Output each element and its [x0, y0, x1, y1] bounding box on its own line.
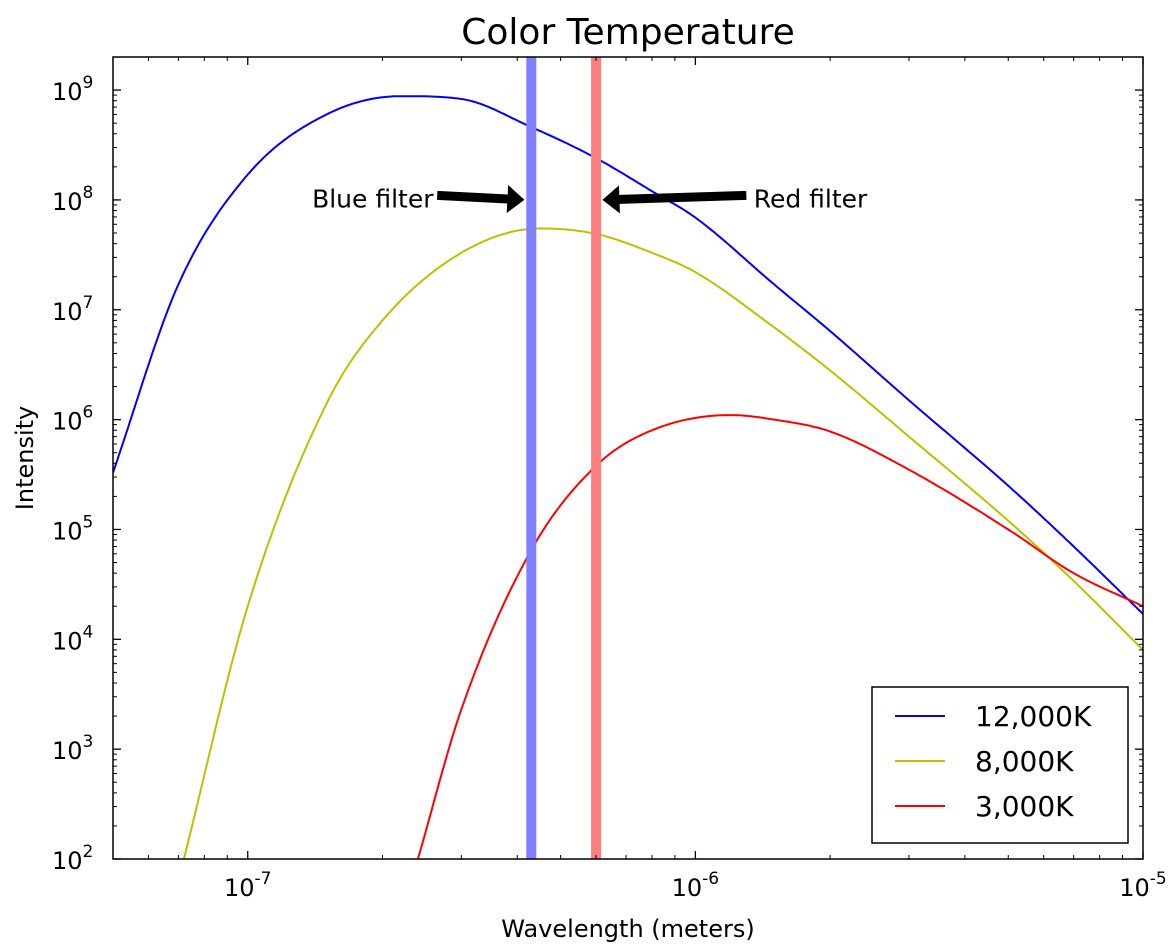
x-axis-label: Wavelength (meters) — [501, 915, 754, 943]
red-filter-label: Red filter — [754, 185, 868, 214]
legend-label: 8,000K — [975, 745, 1074, 778]
y-tick-label: 107 — [52, 293, 93, 326]
annotations: Blue filter Red filter — [312, 185, 868, 214]
legend-label: 3,000K — [975, 790, 1074, 823]
y-tick-label: 102 — [52, 842, 93, 875]
red-filter-arrow — [602, 185, 747, 214]
chart-title: Color Temperature — [461, 12, 794, 53]
legend-box — [871, 686, 1129, 844]
series-line-3 — [416, 414, 1143, 859]
series-line-2 — [182, 227, 1143, 859]
y-tick-label: 103 — [52, 732, 93, 765]
y-tick-label: 108 — [52, 183, 93, 216]
legend-label: 12,000K — [975, 700, 1092, 733]
legend: 12,000K 8,000K 3,000K — [871, 686, 1129, 844]
series-line-1 — [113, 95, 1143, 615]
plot-frame — [112, 56, 1144, 860]
x-tick-label: 10-5 — [1119, 869, 1167, 902]
x-tick-label: 10-6 — [672, 869, 720, 902]
plot-area — [113, 57, 1143, 859]
blue-filter-arrow — [437, 185, 525, 213]
blue-filter-label: Blue filter — [312, 185, 434, 214]
x-tick-label: 10-7 — [224, 869, 272, 902]
y-tick-label: 105 — [52, 512, 93, 545]
y-tick-label: 104 — [52, 622, 93, 655]
y-axis-label: Intensity — [11, 406, 39, 510]
y-tick-label: 106 — [52, 403, 93, 436]
y-tick-label: 109 — [52, 73, 93, 106]
